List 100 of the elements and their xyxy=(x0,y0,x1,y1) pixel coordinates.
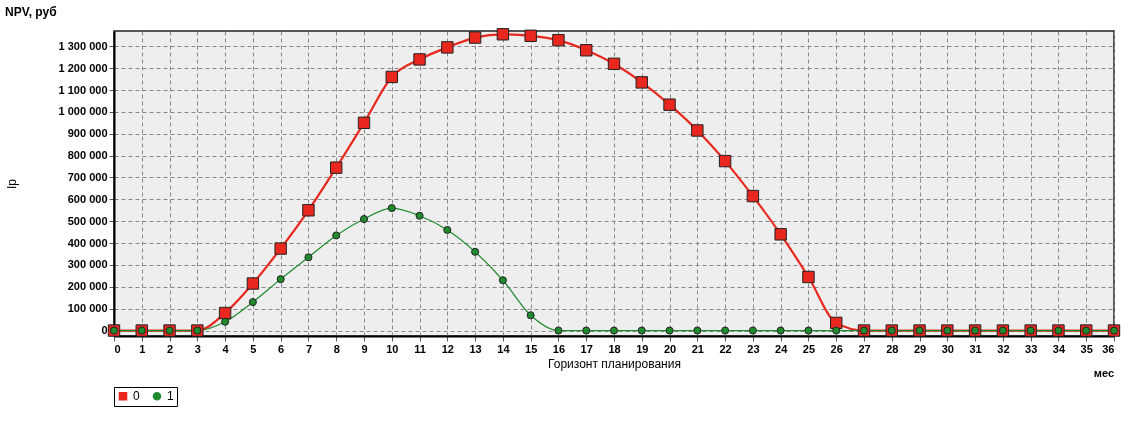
y-tick-label: 1 000 000 xyxy=(58,105,108,118)
point xyxy=(524,29,537,43)
point xyxy=(413,53,426,66)
x-tick-label: 16 xyxy=(552,342,566,355)
x-tick-label: 31 xyxy=(969,342,982,355)
point xyxy=(441,41,454,54)
point xyxy=(443,225,452,234)
point xyxy=(776,326,785,335)
point xyxy=(387,204,396,213)
point xyxy=(802,270,815,284)
point xyxy=(609,326,619,335)
x-tick-label: 21 xyxy=(691,342,704,355)
y-tick-label: 1 200 000 xyxy=(58,61,108,74)
point xyxy=(359,215,369,224)
x-tick-label: 1 xyxy=(139,342,146,355)
point xyxy=(746,189,760,203)
x-tick-label: 5 xyxy=(250,342,257,355)
point xyxy=(552,33,565,47)
x-tick-label: 34 xyxy=(1052,342,1066,355)
x-axis-title: Горизонт планирования xyxy=(548,356,681,371)
point xyxy=(721,326,730,335)
x-tick-label: 32 xyxy=(997,342,1010,355)
x-tick-label: 27 xyxy=(858,342,871,355)
x-tick-label: 12 xyxy=(441,342,454,355)
y-tick-label: 0 xyxy=(101,324,108,337)
point xyxy=(774,228,787,241)
point xyxy=(663,98,676,111)
x-tick-label: 25 xyxy=(802,342,816,355)
x-tick-label: 2 xyxy=(166,342,174,355)
x-tick-label: 24 xyxy=(775,342,789,355)
y-axis-title: Ip xyxy=(4,178,19,190)
point xyxy=(274,242,287,255)
point xyxy=(332,231,341,240)
y-tick-label: 100 000 xyxy=(67,302,108,315)
point xyxy=(471,247,480,256)
x-tick-label: 33 xyxy=(1025,342,1038,355)
text: мес xyxy=(1093,367,1114,379)
x-tick-label: 20 xyxy=(663,342,677,355)
point xyxy=(554,326,563,335)
x-tick-label: 8 xyxy=(333,342,340,355)
x-tick-label: 11 xyxy=(414,342,426,355)
x-tick-label: 35 xyxy=(1080,342,1093,355)
point xyxy=(415,211,424,220)
x-tick-label: 22 xyxy=(719,342,732,355)
y-tick-label: 500 000 xyxy=(67,214,108,227)
x-tick-label: 36 xyxy=(1102,342,1115,355)
point xyxy=(526,311,535,320)
point xyxy=(607,57,621,70)
x-tick-label: 13 xyxy=(469,342,482,355)
x-tick-label: 6 xyxy=(278,342,285,355)
legend-label: 1 xyxy=(167,389,174,404)
x-tick-label: 19 xyxy=(636,342,649,355)
point xyxy=(246,277,260,290)
x-tick-label: 15 xyxy=(525,342,538,355)
point xyxy=(582,326,591,335)
point xyxy=(385,70,398,84)
point xyxy=(637,326,646,335)
legend-label: 0 xyxy=(133,389,140,404)
y-tick-label: 800 000 xyxy=(67,149,108,162)
point xyxy=(302,204,315,217)
point xyxy=(218,306,232,320)
point xyxy=(665,326,674,335)
y-tick-label: 200 000 xyxy=(67,280,108,293)
x-tick-label: 14 xyxy=(497,342,511,355)
point xyxy=(691,124,704,137)
point xyxy=(496,28,510,41)
point xyxy=(468,31,482,44)
point xyxy=(498,276,507,285)
x-tick-label: 0 xyxy=(114,342,121,355)
x-tick-label: 7 xyxy=(305,342,313,355)
x-tick-label: 4 xyxy=(222,342,230,355)
y-tick-label: 1 100 000 xyxy=(58,83,108,96)
point xyxy=(580,44,593,57)
x-tick-label: 28 xyxy=(886,342,899,355)
point xyxy=(330,161,343,174)
point xyxy=(221,317,230,326)
point xyxy=(635,76,648,89)
y-tick-label: 400 000 xyxy=(67,236,108,249)
point xyxy=(248,298,257,307)
y-tick-label: 600 000 xyxy=(67,192,108,205)
point xyxy=(718,154,732,168)
x-tick-label: 30 xyxy=(941,342,954,355)
x-tick-label: 3 xyxy=(194,342,201,355)
point xyxy=(357,116,371,130)
chart-title: NPV, руб xyxy=(5,4,57,19)
x-tick-label: 29 xyxy=(913,342,927,355)
y-tick-label: 900 000 xyxy=(67,127,108,140)
point xyxy=(832,326,841,335)
y-tick-label: 300 000 xyxy=(67,258,108,271)
x-tick-label: 23 xyxy=(747,342,760,355)
x-tick-label: 9 xyxy=(361,342,368,355)
point xyxy=(693,326,702,335)
x-tick-label: 18 xyxy=(608,342,621,355)
x-tick-label: 17 xyxy=(580,342,593,355)
point xyxy=(804,326,813,335)
point xyxy=(304,253,313,262)
y-tick-label: 1 300 000 xyxy=(58,39,108,52)
y-tick-label: 700 000 xyxy=(67,170,108,183)
point xyxy=(276,275,285,284)
point xyxy=(748,326,757,335)
